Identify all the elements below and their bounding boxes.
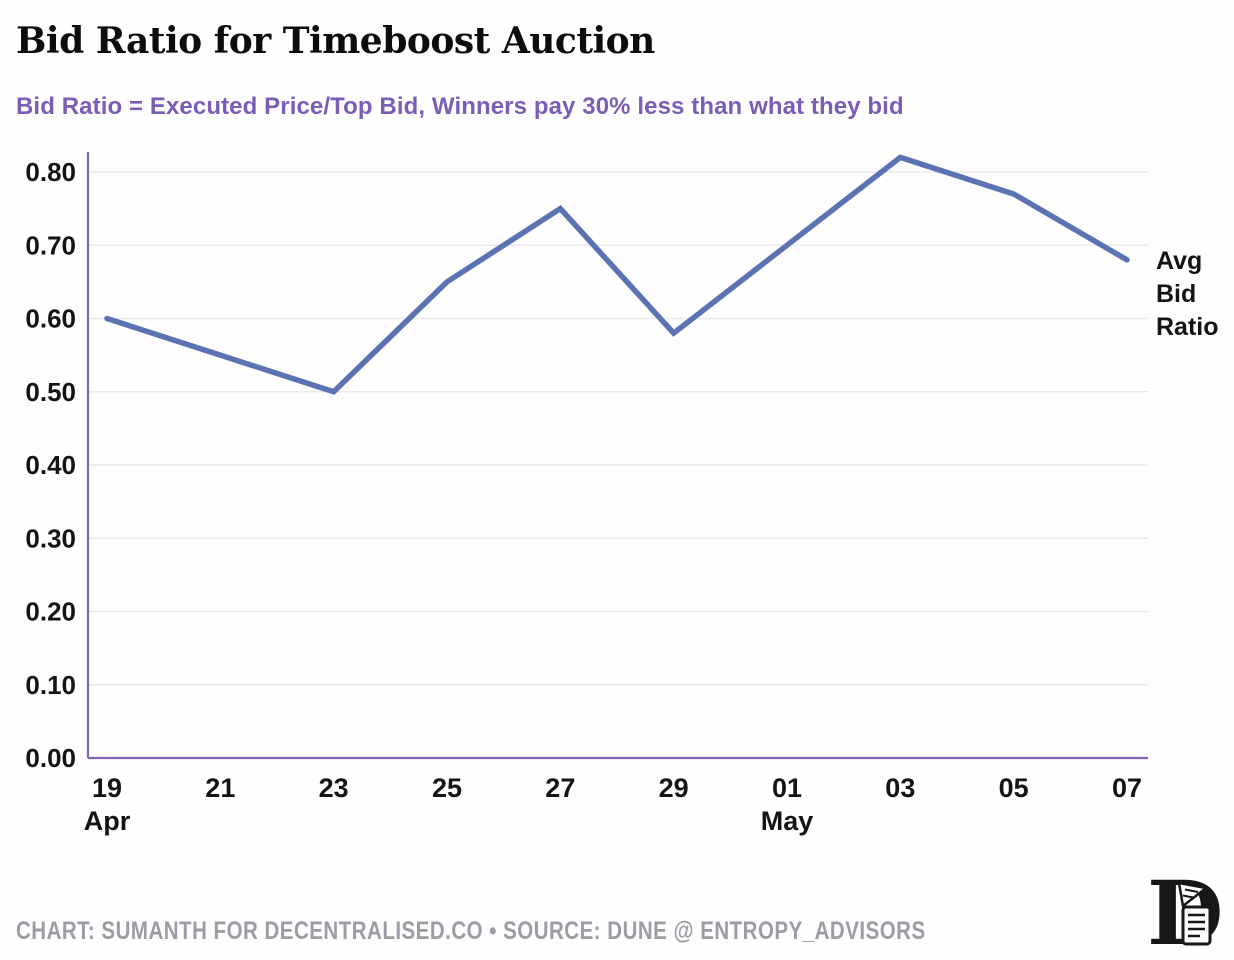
svg-text:Avg: Avg	[1156, 247, 1202, 275]
svg-text:29: 29	[659, 773, 689, 803]
svg-text:0.00: 0.00	[25, 743, 76, 773]
svg-text:07: 07	[1112, 773, 1142, 803]
svg-text:0.10: 0.10	[25, 670, 76, 700]
svg-text:21: 21	[205, 773, 235, 803]
svg-text:27: 27	[545, 773, 575, 803]
svg-text:03: 03	[885, 773, 915, 803]
decentralised-logo-icon: D	[1147, 861, 1230, 960]
svg-text:0.30: 0.30	[25, 523, 76, 553]
svg-text:0.20: 0.20	[25, 597, 76, 627]
svg-text:0.60: 0.60	[25, 304, 76, 334]
svg-text:05: 05	[999, 773, 1029, 803]
x-month-label: Apr	[84, 806, 131, 836]
svg-text:0.80: 0.80	[25, 157, 76, 187]
x-tick-labels: 19 21 23 25 27 29 01 03 05 07 Apr May	[84, 773, 1142, 836]
svg-text:19: 19	[92, 773, 122, 803]
svg-text:Bid: Bid	[1156, 280, 1196, 308]
attribution-footer: CHART: SUMANTH FOR DECENTRALISED.CO • SO…	[16, 917, 926, 945]
svg-text:0.40: 0.40	[25, 450, 76, 480]
chart-subtitle: Bid Ratio = Executed Price/Top Bid, Winn…	[16, 93, 904, 120]
avg-bid-ratio-line	[104, 154, 1130, 395]
series-end-label: Avg Bid Ratio	[1156, 247, 1219, 341]
svg-text:Ratio: Ratio	[1156, 313, 1219, 341]
svg-text:0.70: 0.70	[25, 230, 76, 260]
y-tick-labels: 0.00 0.10 0.20 0.30 0.40 0.50 0.60 0.70 0.80	[25, 157, 76, 773]
y-gridlines	[88, 171, 1148, 686]
svg-text:0.50: 0.50	[25, 377, 76, 407]
svg-text:25: 25	[432, 773, 462, 803]
chart-title: Bid Ratio for Timeboost Auction	[16, 20, 655, 62]
svg-text:23: 23	[319, 773, 349, 803]
x-month-label: May	[761, 806, 814, 836]
svg-text:01: 01	[772, 773, 802, 803]
